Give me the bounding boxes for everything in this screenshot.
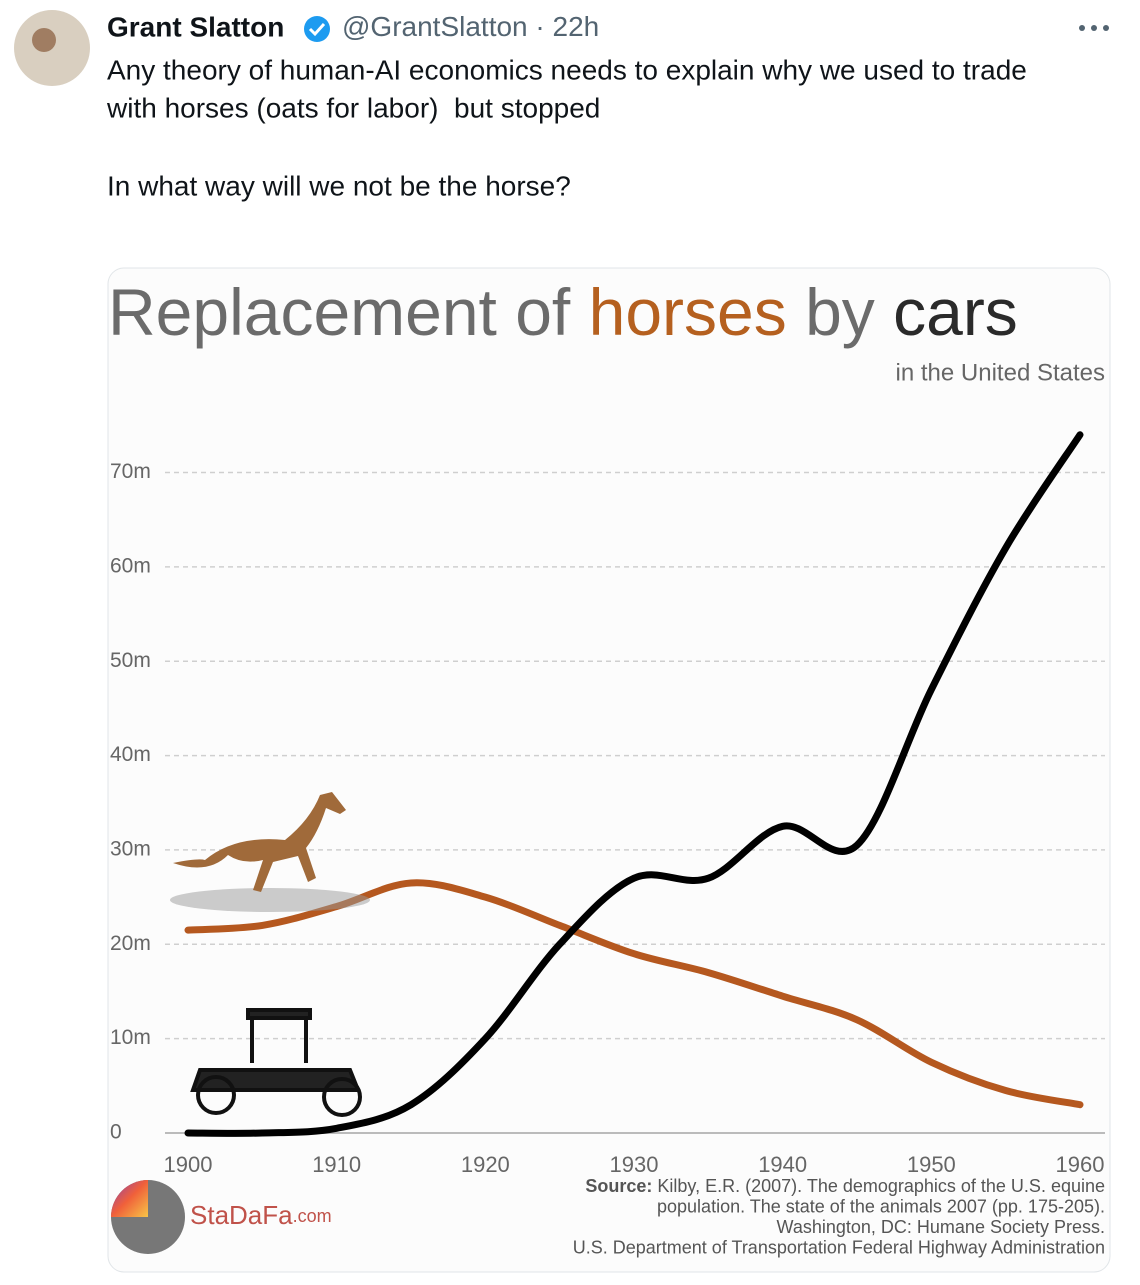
author-handle[interactable]: @GrantSlatton · 22h	[342, 11, 599, 42]
x-tick-label: 1930	[610, 1152, 659, 1177]
x-tick-label: 1920	[461, 1152, 510, 1177]
tweet-text: Any theory of human-AI economics needs t…	[107, 54, 1027, 85]
y-tick-label: 0	[110, 1121, 122, 1144]
tweet-text: In what way will we not be the horse?	[107, 170, 571, 201]
time: · 22h	[535, 11, 599, 42]
x-tick-label: 1940	[758, 1152, 807, 1177]
x-tick-label: 1910	[312, 1152, 361, 1177]
logo-text: StaDaFa.com	[190, 1200, 332, 1230]
horse-illustration	[170, 792, 370, 912]
y-tick-label: 70m	[110, 460, 151, 483]
car-illustration	[190, 1008, 362, 1117]
logo: StaDaFa.com	[111, 1180, 332, 1254]
author-name[interactable]: Grant Slatton	[107, 11, 284, 42]
y-tick-label: 30m	[110, 837, 151, 860]
logo-name: StaDaFa	[190, 1200, 293, 1230]
chart-card[interactable]	[107, 267, 1111, 1273]
chart-title: Replacement of horses by cars	[108, 275, 1018, 349]
y-tick-label: 50m	[110, 649, 151, 672]
title-part: cars	[893, 275, 1018, 349]
avatar-face	[32, 28, 56, 52]
y-tick-label: 20m	[110, 932, 151, 955]
title-part: Replacement of	[108, 275, 571, 349]
logo-suffix: .com	[293, 1206, 332, 1226]
verified-badge	[304, 16, 330, 42]
x-tick-label: 1950	[907, 1152, 956, 1177]
series-line	[184, 431, 1084, 1137]
source-line: Kilby, E.R. (2007). The demographics of …	[657, 1176, 1105, 1196]
source-text: Washington, DC: Humane Society Press.	[777, 1217, 1105, 1237]
x-tick-label: 1900	[164, 1152, 213, 1177]
title-part: by	[805, 275, 875, 349]
y-tick-label: 10m	[110, 1026, 151, 1049]
title-part: horses	[589, 275, 787, 349]
chart: Replacement of horses by cars in the Unit…	[108, 275, 1105, 1257]
handle: @GrantSlatton	[342, 11, 528, 42]
tweet-text: with horses (oats for labor) but stopped	[106, 92, 600, 123]
source-label: Source:	[585, 1176, 652, 1196]
x-tick-label: 1960	[1056, 1152, 1105, 1177]
y-tick-label: 40m	[110, 743, 151, 766]
chart-subtitle: in the United States	[896, 359, 1105, 386]
source-text: U.S. Department of Transportation Federa…	[573, 1237, 1105, 1257]
y-tick-label: 60m	[110, 554, 151, 577]
more-button[interactable]	[1079, 25, 1109, 31]
source-text: Source: Kilby, E.R. (2007). The demograp…	[585, 1176, 1105, 1196]
source-text: population. The state of the animals 200…	[657, 1196, 1105, 1216]
